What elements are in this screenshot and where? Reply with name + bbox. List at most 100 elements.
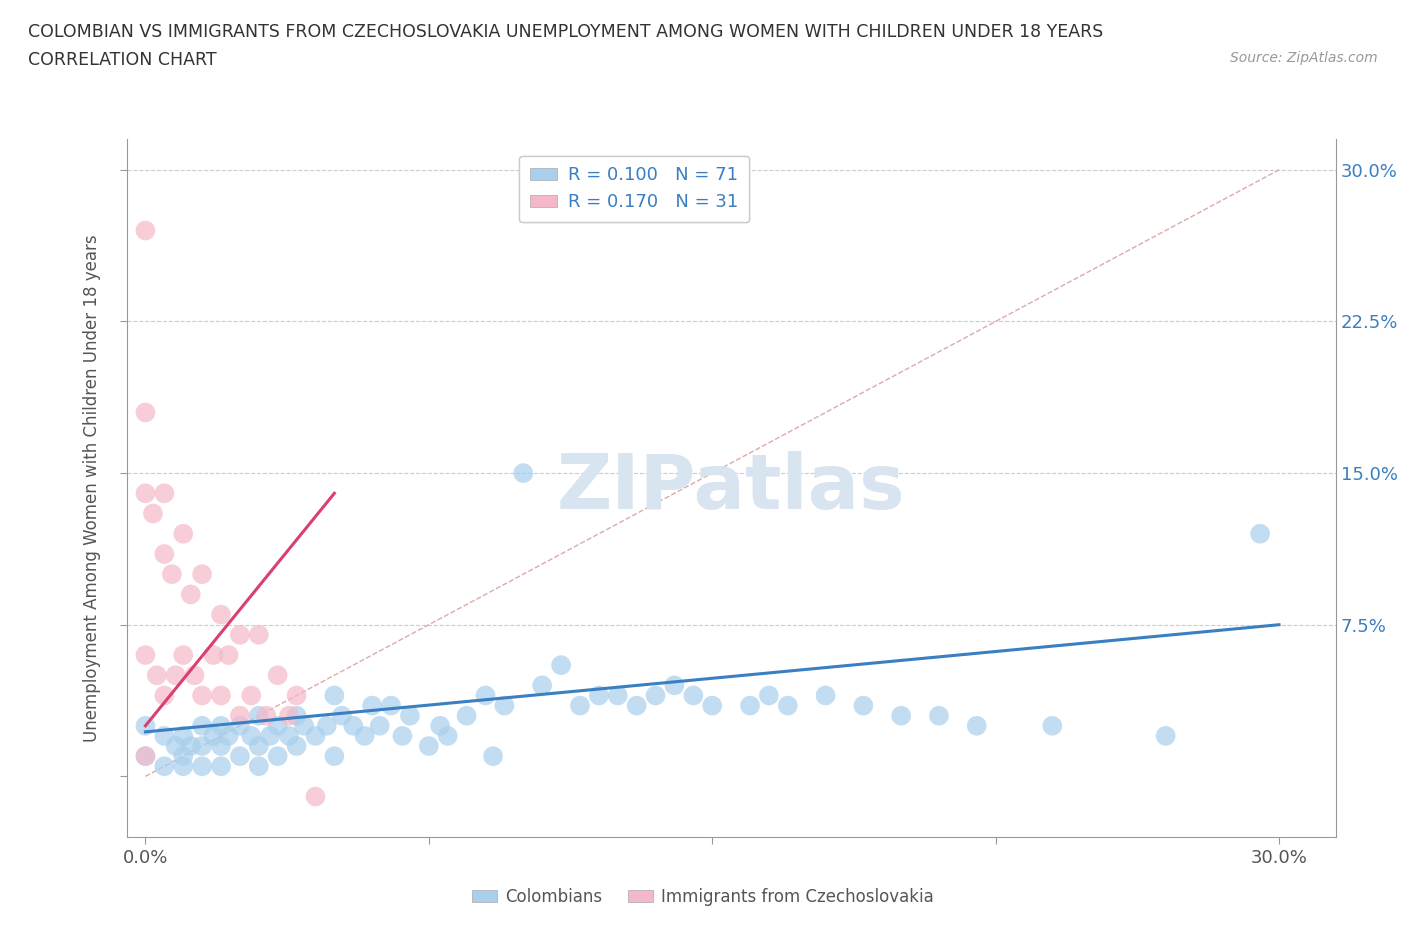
Point [142, 506, 165, 521]
Point [247, 759, 270, 774]
Point [134, 485, 156, 500]
Point [229, 628, 252, 643]
Point [436, 728, 458, 743]
Point [304, 790, 326, 804]
Point [134, 223, 156, 238]
Point [153, 688, 176, 703]
Point [664, 678, 686, 693]
Point [1040, 718, 1063, 733]
Text: Source: ZipAtlas.com: Source: ZipAtlas.com [1230, 51, 1378, 65]
Point [267, 668, 290, 683]
Point [588, 688, 610, 703]
Point [267, 749, 290, 764]
Point [285, 688, 308, 703]
Point [1154, 728, 1177, 743]
Legend: Colombians, Immigrants from Czechoslovakia: Colombians, Immigrants from Czechoslovak… [465, 881, 941, 912]
Point [202, 647, 225, 662]
Point [814, 688, 837, 703]
Point [229, 709, 252, 724]
Point [229, 749, 252, 764]
Legend: R = 0.100   N = 71, R = 0.170   N = 31: R = 0.100 N = 71, R = 0.170 N = 31 [519, 155, 749, 222]
Point [218, 647, 240, 662]
Point [165, 738, 187, 753]
Point [292, 718, 315, 733]
Point [368, 718, 391, 733]
Point [890, 709, 912, 724]
Point [218, 728, 240, 743]
Point [304, 728, 326, 743]
Point [172, 749, 194, 764]
Point [315, 718, 337, 733]
Point [254, 709, 277, 724]
Point [330, 709, 353, 724]
Point [626, 698, 648, 713]
Point [153, 547, 176, 562]
Point [606, 688, 628, 703]
Point [550, 658, 572, 672]
Point [1249, 526, 1271, 541]
Point [191, 759, 214, 774]
Point [134, 749, 156, 764]
Point [429, 718, 451, 733]
Point [160, 566, 183, 581]
Point [399, 709, 422, 724]
Point [209, 718, 232, 733]
Point [153, 485, 176, 500]
Point [180, 587, 202, 602]
Text: CORRELATION CHART: CORRELATION CHART [28, 51, 217, 69]
Point [134, 749, 156, 764]
Point [380, 698, 402, 713]
Point [134, 405, 156, 419]
Point [966, 718, 988, 733]
Point [247, 738, 270, 753]
Point [209, 607, 232, 622]
Point [240, 688, 263, 703]
Point [758, 688, 780, 703]
Point [568, 698, 592, 713]
Point [229, 718, 252, 733]
Point [702, 698, 724, 713]
Point [285, 738, 308, 753]
Point [285, 709, 308, 724]
Point [323, 749, 346, 764]
Point [928, 709, 950, 724]
Point [474, 688, 496, 703]
Point [134, 647, 156, 662]
Point [323, 688, 346, 703]
Point [259, 728, 281, 743]
Point [183, 668, 205, 683]
Point [531, 678, 554, 693]
Point [391, 728, 413, 743]
Point [209, 759, 232, 774]
Point [134, 718, 156, 733]
Point [191, 738, 214, 753]
Point [418, 738, 440, 753]
Point [776, 698, 799, 713]
Y-axis label: Unemployment Among Women with Children Under 18 years: Unemployment Among Women with Children U… [83, 234, 101, 742]
Point [512, 466, 534, 481]
Point [278, 728, 301, 743]
Point [240, 728, 263, 743]
Point [191, 718, 214, 733]
Point [209, 738, 232, 753]
Point [209, 688, 232, 703]
Text: ZIPatlas: ZIPatlas [557, 451, 905, 525]
Point [682, 688, 704, 703]
Point [153, 759, 176, 774]
Point [165, 668, 187, 683]
Point [644, 688, 666, 703]
Point [361, 698, 384, 713]
Point [278, 709, 301, 724]
Point [172, 647, 194, 662]
Point [494, 698, 516, 713]
Point [852, 698, 875, 713]
Point [456, 709, 478, 724]
Point [202, 728, 225, 743]
Point [247, 709, 270, 724]
Point [342, 718, 364, 733]
Text: COLOMBIAN VS IMMIGRANTS FROM CZECHOSLOVAKIA UNEMPLOYMENT AMONG WOMEN WITH CHILDR: COLOMBIAN VS IMMIGRANTS FROM CZECHOSLOVA… [28, 23, 1104, 41]
Point [146, 668, 169, 683]
Point [191, 688, 214, 703]
Point [353, 728, 375, 743]
Point [172, 526, 194, 541]
